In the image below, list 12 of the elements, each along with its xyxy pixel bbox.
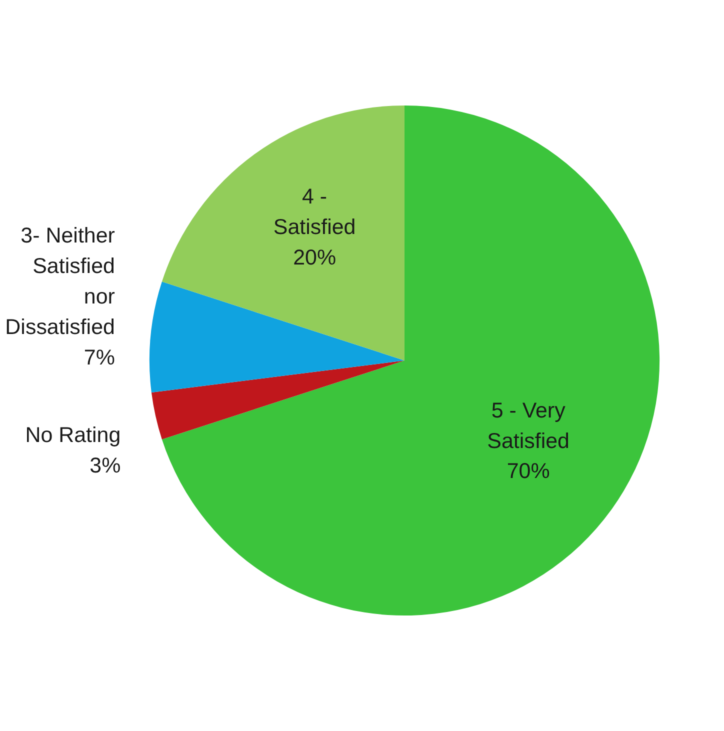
data-label: 3% [90, 453, 121, 478]
data-label: 7% [84, 345, 115, 370]
data-label: 70% [506, 459, 550, 484]
slice-label: 3- Neither Satisfied nor Dissatisfied [5, 224, 115, 340]
slice-label: No Rating [25, 422, 121, 447]
pie-slice [162, 105, 405, 360]
slice-label: 5 - Very Satisfied [487, 398, 570, 453]
slice-label: 4 - Satisfied [273, 184, 356, 240]
pie-slice [151, 360, 405, 440]
pie-slice [149, 282, 405, 392]
pie-slice [162, 105, 660, 616]
data-label: 20% [293, 245, 336, 270]
